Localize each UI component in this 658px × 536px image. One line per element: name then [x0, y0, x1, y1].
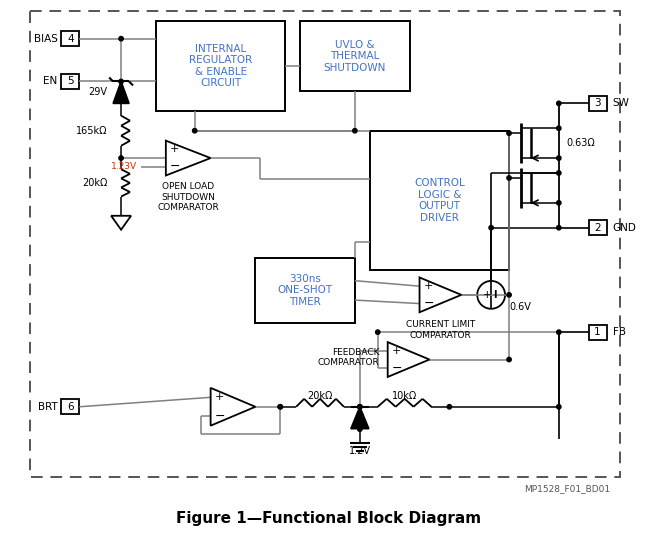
Polygon shape: [351, 407, 368, 429]
Bar: [30, 11, 620, 477]
Circle shape: [557, 405, 561, 409]
Text: SW: SW: [613, 99, 630, 108]
Text: 1: 1: [594, 327, 601, 337]
Text: 6: 6: [67, 402, 74, 412]
Text: OPEN LOAD
SHUTDOWN
COMPARATOR: OPEN LOAD SHUTDOWN COMPARATOR: [157, 182, 219, 212]
Circle shape: [507, 358, 511, 362]
Text: 0.63Ω: 0.63Ω: [567, 138, 595, 148]
Circle shape: [557, 200, 561, 205]
Circle shape: [557, 226, 561, 230]
Text: 10kΩ: 10kΩ: [392, 391, 417, 401]
Text: BRT: BRT: [38, 402, 57, 412]
Circle shape: [557, 101, 561, 106]
Circle shape: [507, 176, 511, 180]
Text: 165kΩ: 165kΩ: [76, 126, 107, 136]
Bar: [61, 74, 80, 89]
Text: −: −: [215, 410, 225, 423]
Text: INTERNAL
REGULATOR
& ENABLE
CIRCUIT: INTERNAL REGULATOR & ENABLE CIRCUIT: [189, 43, 252, 88]
Text: 20kΩ: 20kΩ: [82, 178, 107, 188]
Text: 1.23V: 1.23V: [111, 162, 137, 172]
Bar: [61, 31, 80, 46]
Text: 4: 4: [67, 34, 74, 44]
Text: I: I: [494, 290, 497, 300]
Circle shape: [119, 79, 123, 84]
Circle shape: [358, 427, 362, 431]
Circle shape: [557, 171, 561, 175]
Text: UVLO &
THERMAL
SHUTDOWN: UVLO & THERMAL SHUTDOWN: [324, 40, 386, 73]
Text: +: +: [215, 392, 224, 403]
Text: +: +: [424, 281, 433, 291]
Circle shape: [557, 330, 561, 334]
Text: CURRENT LIMIT
COMPARATOR: CURRENT LIMIT COMPARATOR: [406, 321, 475, 340]
Text: 1.2V: 1.2V: [349, 445, 371, 456]
Text: 3: 3: [594, 99, 601, 108]
Text: +: +: [392, 346, 401, 356]
Text: +: +: [483, 290, 492, 300]
Circle shape: [119, 36, 123, 41]
Text: 330ns
ONE-SHOT
TIMER: 330ns ONE-SHOT TIMER: [278, 274, 333, 307]
Text: −: −: [170, 160, 180, 173]
Text: −: −: [392, 362, 402, 375]
Bar: [589, 220, 607, 235]
Text: MP1528_F01_BD01: MP1528_F01_BD01: [524, 485, 611, 493]
Bar: [589, 96, 607, 111]
Text: 5: 5: [67, 77, 74, 86]
Text: Figure 1—Functional Block Diagram: Figure 1—Functional Block Diagram: [176, 511, 482, 526]
Bar: [156, 21, 285, 111]
Bar: [370, 131, 509, 270]
Text: 2: 2: [594, 223, 601, 233]
Text: +: +: [170, 144, 180, 154]
Bar: [255, 258, 355, 323]
Polygon shape: [113, 81, 129, 103]
Circle shape: [278, 405, 282, 409]
Circle shape: [278, 405, 282, 409]
Circle shape: [119, 156, 123, 160]
Circle shape: [358, 405, 362, 409]
Circle shape: [557, 156, 561, 160]
Text: BIAS: BIAS: [34, 34, 57, 44]
Text: EN: EN: [43, 77, 57, 86]
Circle shape: [358, 405, 362, 409]
Text: FB: FB: [613, 327, 626, 337]
Bar: [300, 21, 409, 91]
Circle shape: [447, 405, 451, 409]
Text: 20kΩ: 20kΩ: [307, 391, 333, 401]
Text: −: −: [423, 297, 434, 310]
Circle shape: [376, 330, 380, 334]
Circle shape: [507, 131, 511, 136]
Circle shape: [193, 129, 197, 133]
Text: 0.6V: 0.6V: [509, 302, 531, 312]
Text: GND: GND: [613, 223, 636, 233]
Bar: [61, 399, 80, 414]
Bar: [589, 325, 607, 340]
Circle shape: [489, 226, 494, 230]
Text: FEEDBACK
COMPARATOR: FEEDBACK COMPARATOR: [318, 348, 380, 367]
Circle shape: [507, 293, 511, 297]
Text: 29V: 29V: [88, 87, 107, 98]
Circle shape: [353, 129, 357, 133]
Circle shape: [557, 126, 561, 130]
Text: CONTROL
LOGIC &
OUTPUT
DRIVER: CONTROL LOGIC & OUTPUT DRIVER: [414, 178, 465, 223]
